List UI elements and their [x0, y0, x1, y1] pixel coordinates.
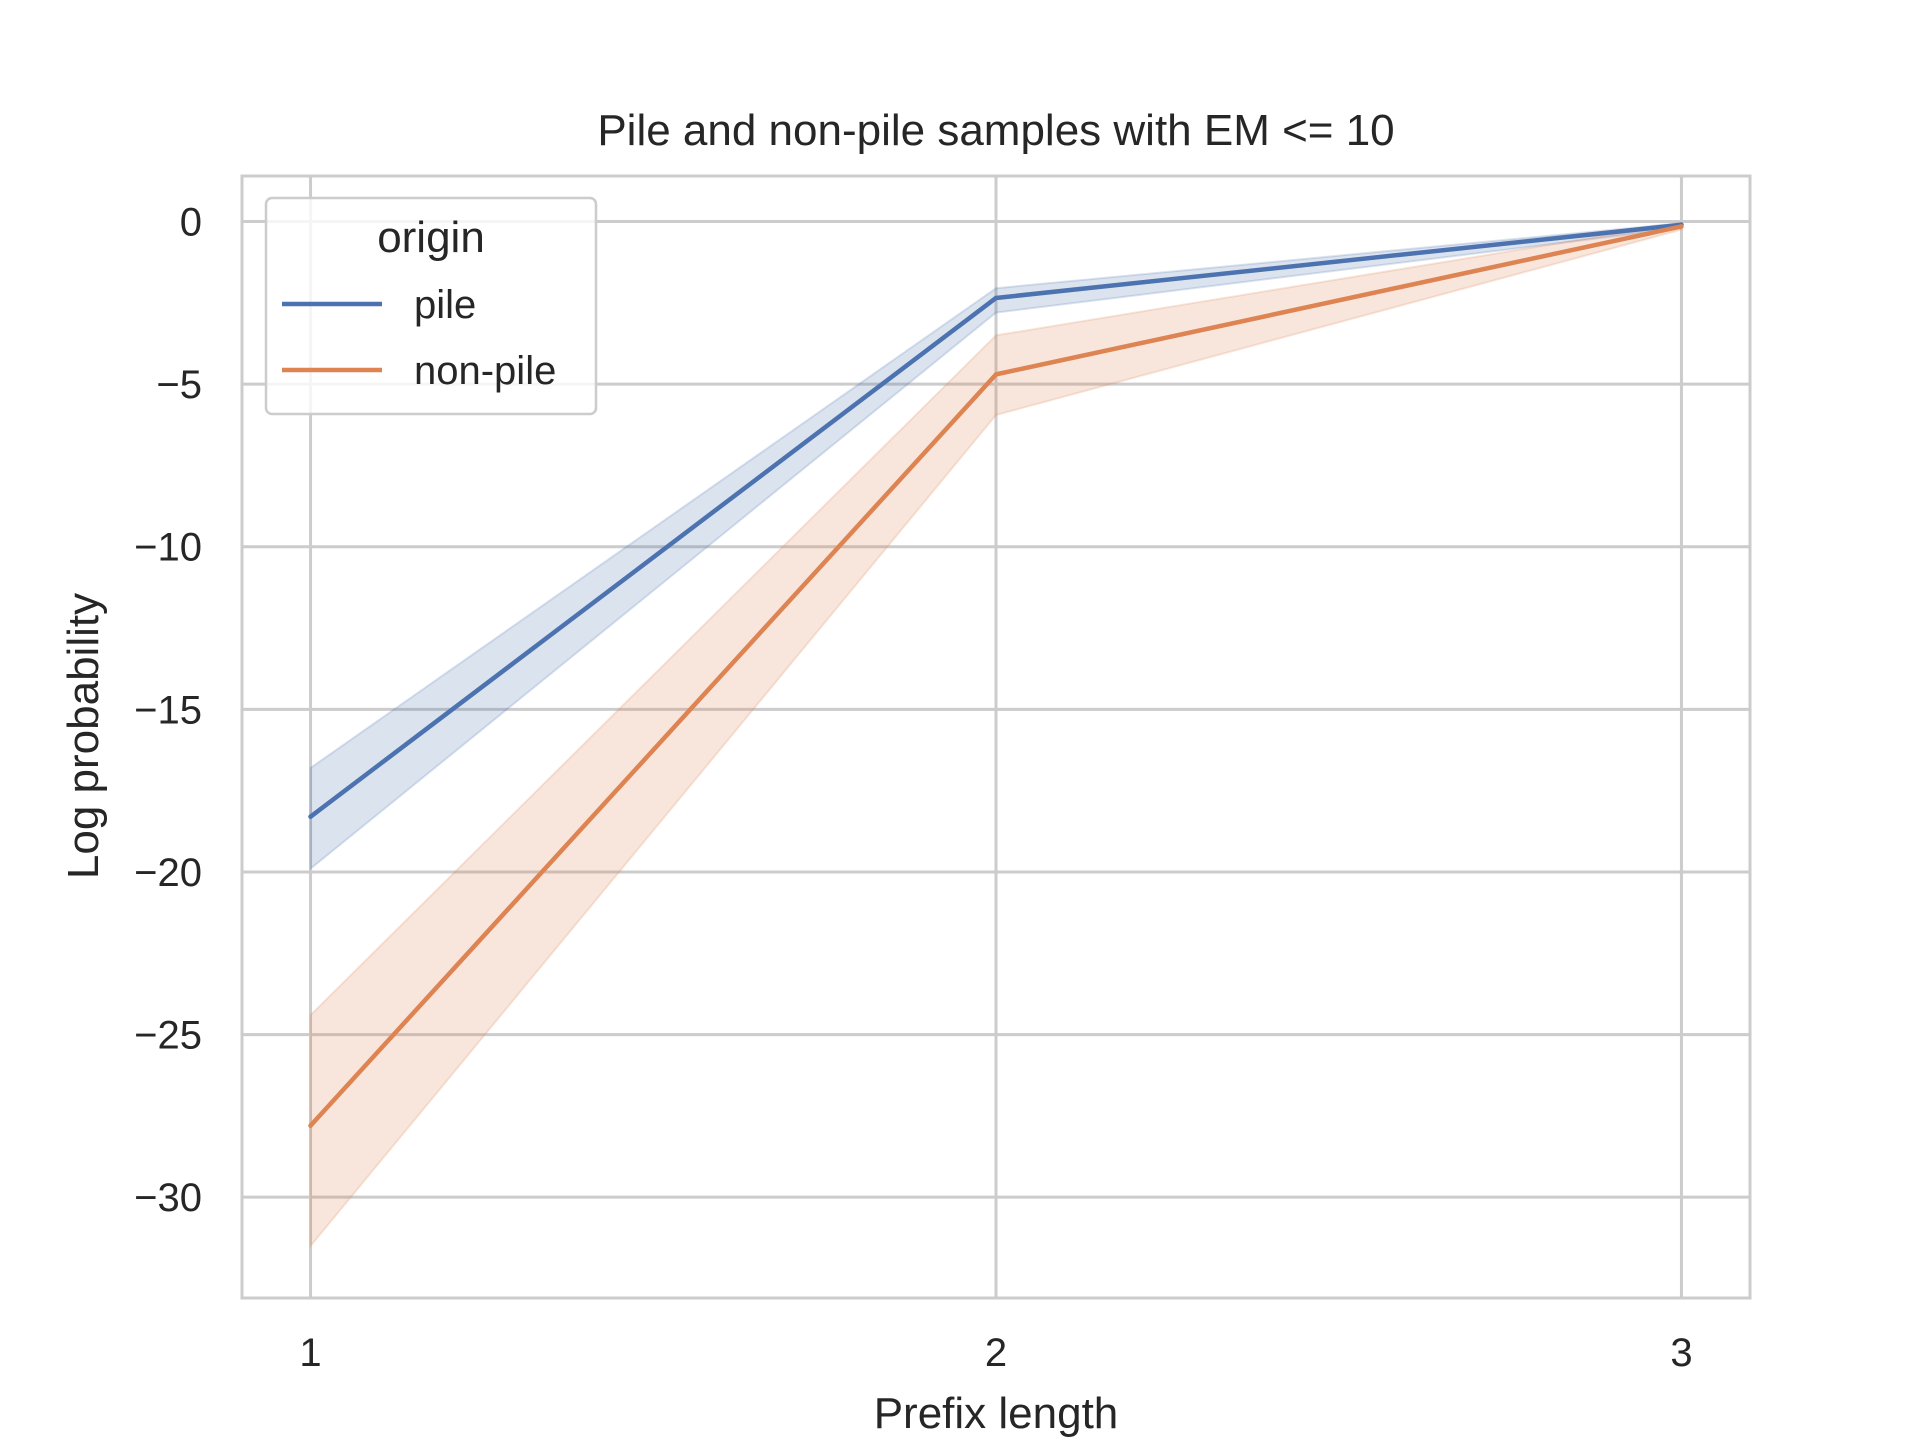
y-tick-label: 0: [180, 201, 202, 245]
x-tick-label: 2: [985, 1331, 1007, 1375]
legend-title: origin: [377, 213, 485, 262]
x-tick-label: 3: [1670, 1331, 1692, 1375]
series-lines: [308, 222, 1684, 1128]
y-tick-label: −5: [156, 363, 202, 407]
data-point-non-pile: [1679, 224, 1684, 229]
y-tick-label: −15: [134, 688, 202, 732]
x-tick-label: 1: [299, 1331, 321, 1375]
x-axis-label: Prefix length: [874, 1389, 1119, 1438]
data-point-pile: [308, 814, 313, 819]
data-point-non-pile: [993, 372, 999, 377]
chart-title: Pile and non-pile samples with EM <= 10: [597, 106, 1394, 155]
y-tick-label: −30: [134, 1176, 202, 1220]
legend-label-pile: pile: [414, 283, 476, 327]
data-point-non-pile: [308, 1123, 313, 1128]
ci-band-non-pile: [309, 221, 1683, 1249]
y-tick-label: −20: [134, 851, 202, 895]
tick-labels: 0 −5 −10 −15 −20 −25 −30 1 2 3: [134, 201, 1692, 1375]
legend-label-non-pile: non-pile: [414, 349, 556, 393]
plot-frame: [240, 174, 1752, 1300]
legend: origin pile non-pile: [264, 196, 598, 416]
y-tick-label: −25: [134, 1014, 202, 1058]
y-axis-label: Log probability: [59, 593, 108, 879]
y-tick-label: −10: [134, 526, 202, 570]
data-point-pile: [993, 295, 999, 301]
legend-box: [264, 196, 598, 416]
